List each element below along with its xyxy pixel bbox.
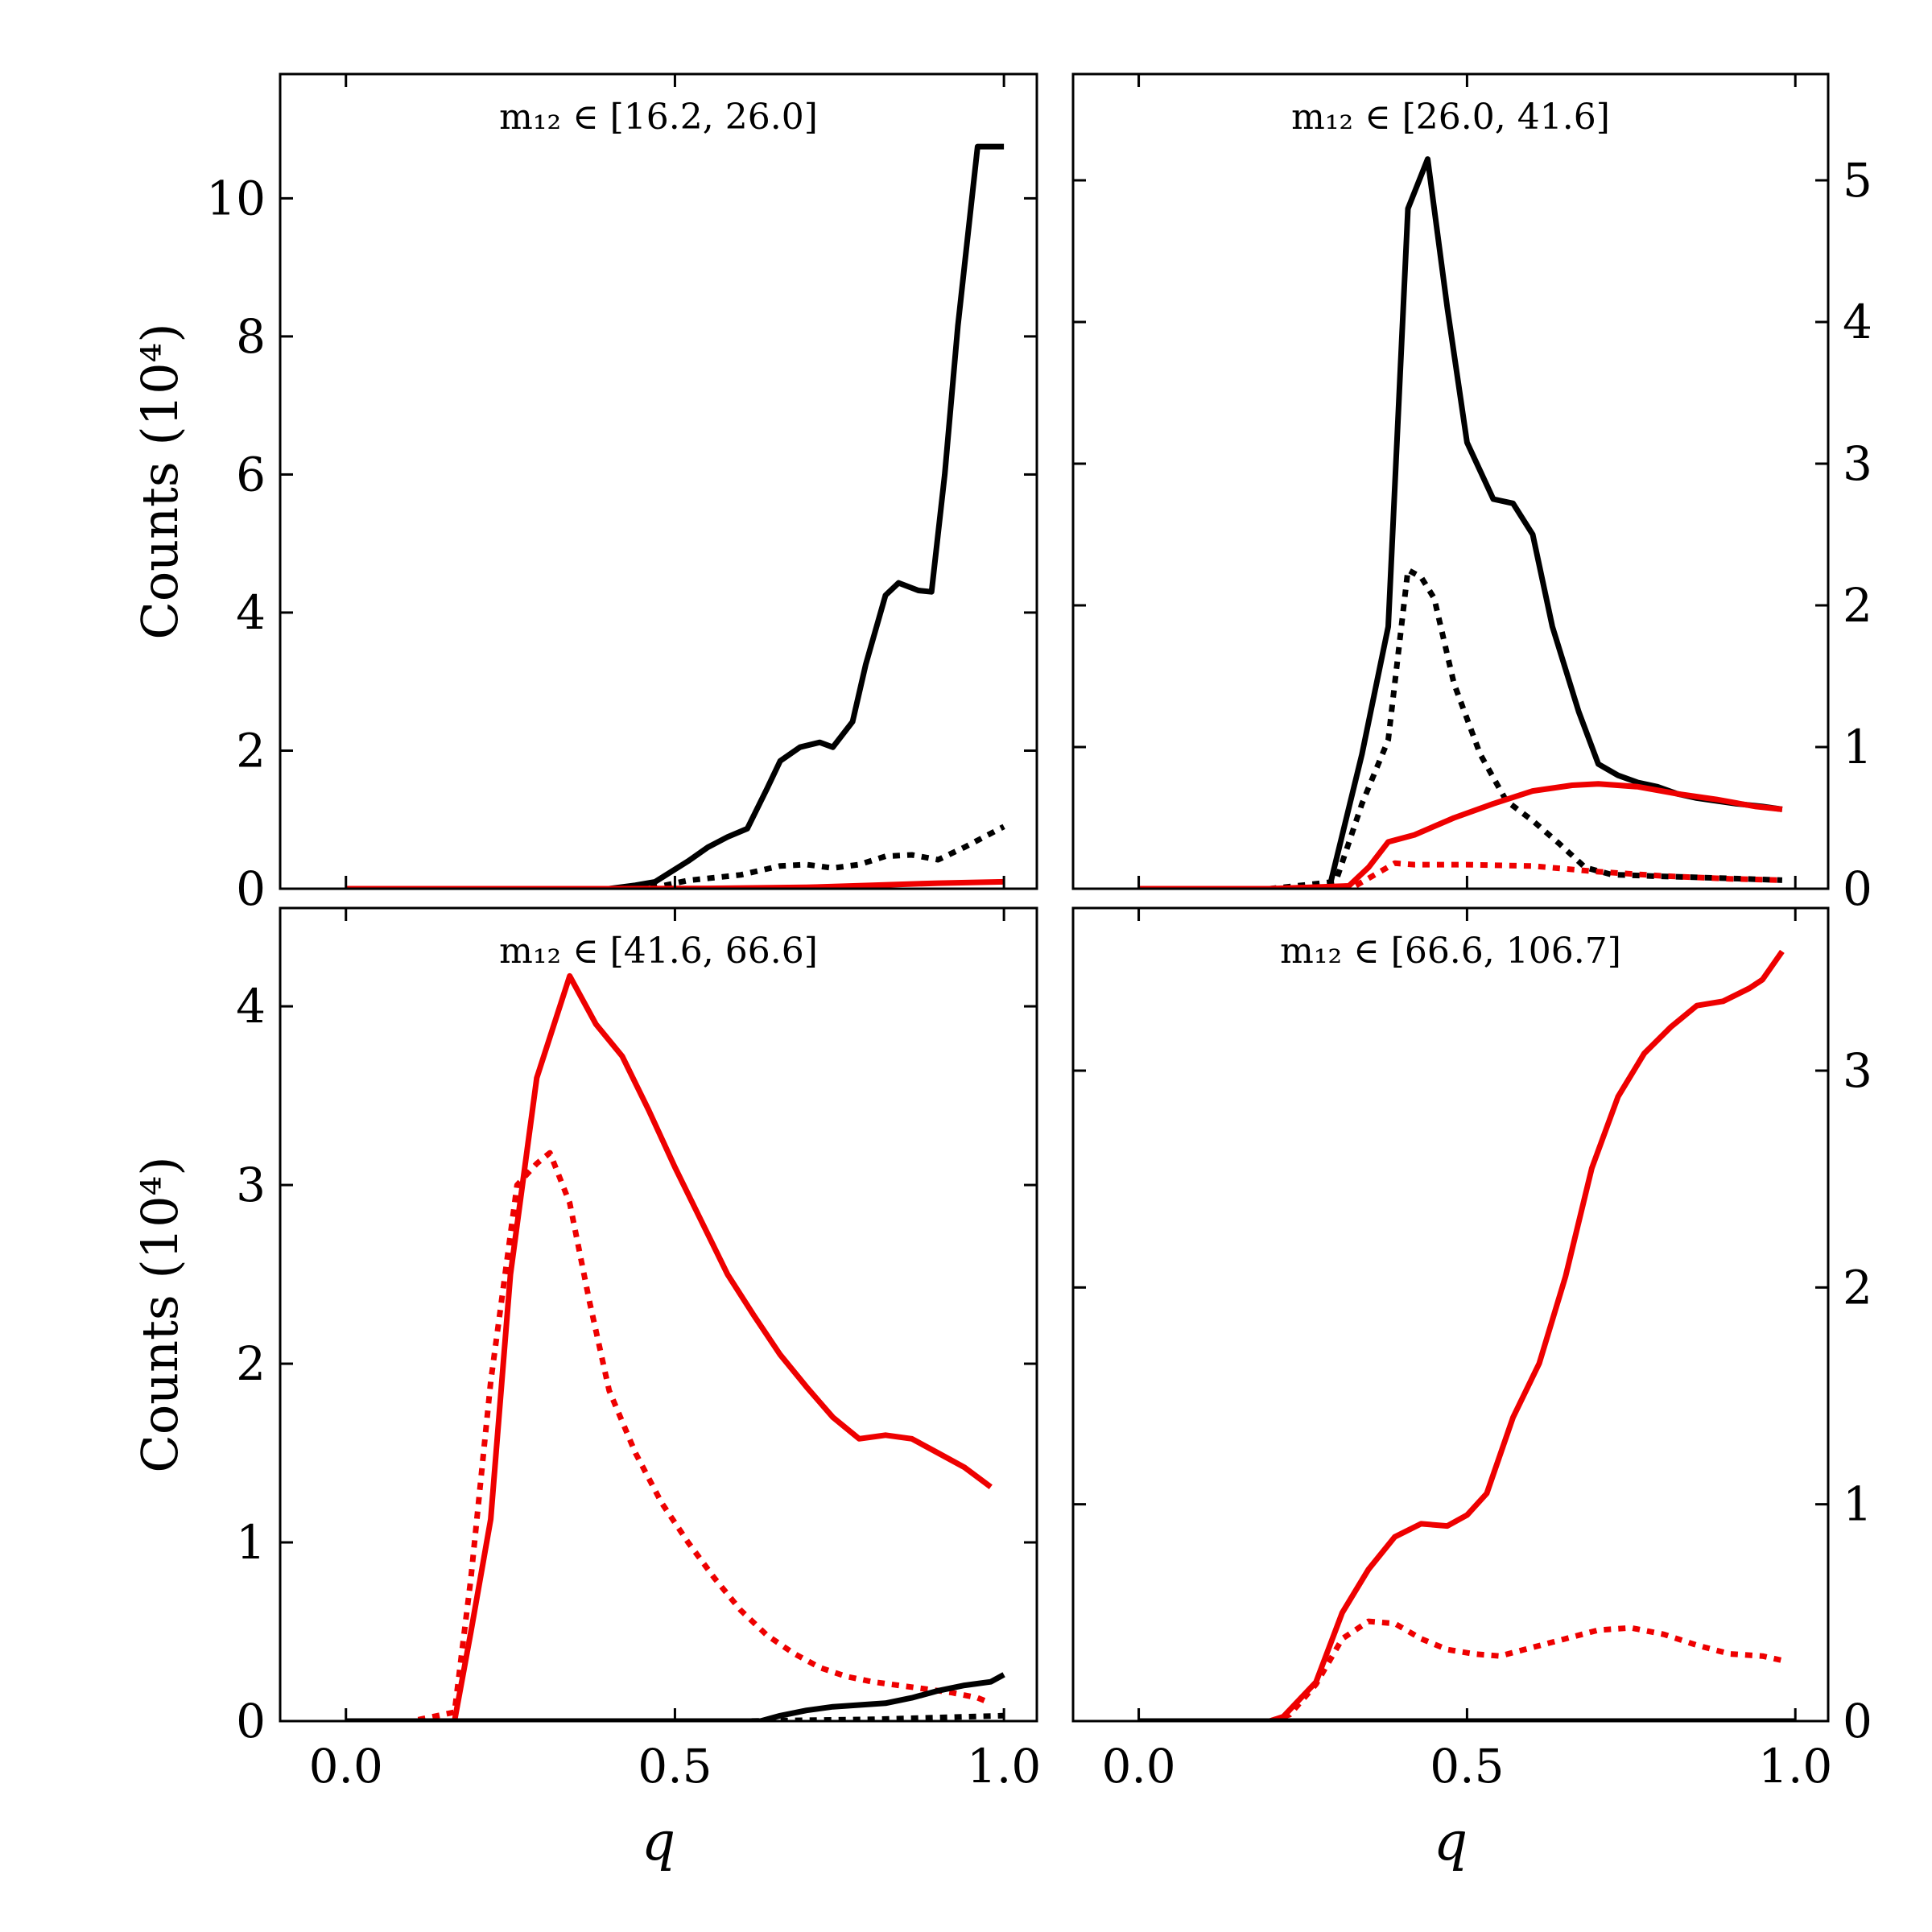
series-line-3 (345, 1672, 1005, 1721)
y-tick-label: 4 (236, 979, 266, 1034)
plot-frame (279, 906, 1038, 1723)
series-line-2 (1138, 1618, 1783, 1721)
series-line-1 (345, 972, 993, 1721)
x-axis-label: q (1434, 1810, 1468, 1872)
series-line-3 (1138, 781, 1783, 889)
y-tick-label: 4 (1843, 295, 1872, 349)
y-tick-label: 5 (1843, 153, 1872, 208)
series-line-1 (345, 143, 1005, 889)
series-group (1138, 156, 1783, 889)
x-tick-label: 0.0 (1101, 1739, 1175, 1794)
series-group (345, 972, 1005, 1721)
y-tick-label: 2 (236, 723, 266, 778)
series-line-4 (345, 1712, 1005, 1721)
y-axis-label: Counts (10⁴) (130, 1156, 189, 1472)
panel-title: m₁₂ ∈ [16.2, 26.0] (499, 97, 818, 138)
series-line-3 (345, 878, 1005, 889)
y-tick-label: 0 (1843, 861, 1872, 916)
panel-title: m₁₂ ∈ [41.6, 66.6] (499, 931, 818, 972)
series-line-1 (1138, 949, 1785, 1721)
panel-4: 0.0 0.5 1.00 1 2 3 m₁₂ ∈ [66.6, 106.7] q (1071, 906, 1872, 1872)
plot-frame (1071, 906, 1830, 1723)
series-group (345, 143, 1005, 889)
panel-title: m₁₂ ∈ [26.0, 41.6] (1291, 97, 1610, 138)
x-tick-label: 0.5 (1430, 1739, 1504, 1794)
y-tick-label: 0 (236, 1694, 266, 1748)
y-tick-label: 2 (236, 1336, 266, 1391)
panel-1: 0 2 4 6 8 10 m₁₂ ∈ [16.2, 26.0] Counts (10⁴) (130, 72, 1038, 916)
y-tick-label: 8 (236, 309, 266, 364)
y-tick-label: 6 (236, 447, 266, 502)
y-tick-label: 2 (1843, 578, 1872, 633)
series-line-1 (1138, 156, 1783, 889)
y-tick-label: 4 (236, 585, 266, 640)
y-tick-label: 0 (1843, 1694, 1872, 1748)
y-axis-label: Counts (10⁴) (130, 323, 189, 639)
x-tick-label: 1.0 (1758, 1739, 1832, 1794)
series-group (1138, 949, 1796, 1721)
series-line-2 (1138, 567, 1783, 889)
x-axis-label: q (642, 1810, 675, 1872)
x-tick-label: 0.5 (638, 1739, 712, 1794)
panel-title: m₁₂ ∈ [66.6, 106.7] (1280, 931, 1621, 972)
y-tick-label: 1 (1843, 720, 1872, 774)
plot-frame (279, 72, 1038, 890)
plot-frame (1071, 72, 1830, 890)
y-tick-label: 1 (236, 1515, 266, 1570)
series-line-4 (1138, 860, 1782, 889)
y-tick-label: 1 (1843, 1477, 1872, 1532)
x-tick-label: 1.0 (967, 1739, 1041, 1794)
y-tick-label: 2 (1843, 1260, 1872, 1315)
panel-3: 0.0 0.5 1.0 0 1 2 3 4 m₁₂ ∈ [41.6, 66.6] Counts (… (130, 906, 1041, 1872)
panel-2: 0 1 2 3 4 5 m₁₂ ∈ [26.0, 41.6] (1071, 72, 1872, 916)
y-tick-label: 10 (206, 171, 266, 225)
y-tick-label: 3 (236, 1158, 266, 1212)
y-tick-label: 3 (1843, 436, 1872, 491)
y-tick-label: 0 (236, 861, 266, 916)
y-tick-label: 3 (1843, 1043, 1872, 1098)
x-tick-label: 0.0 (309, 1739, 383, 1794)
series-line-2 (345, 1150, 993, 1721)
